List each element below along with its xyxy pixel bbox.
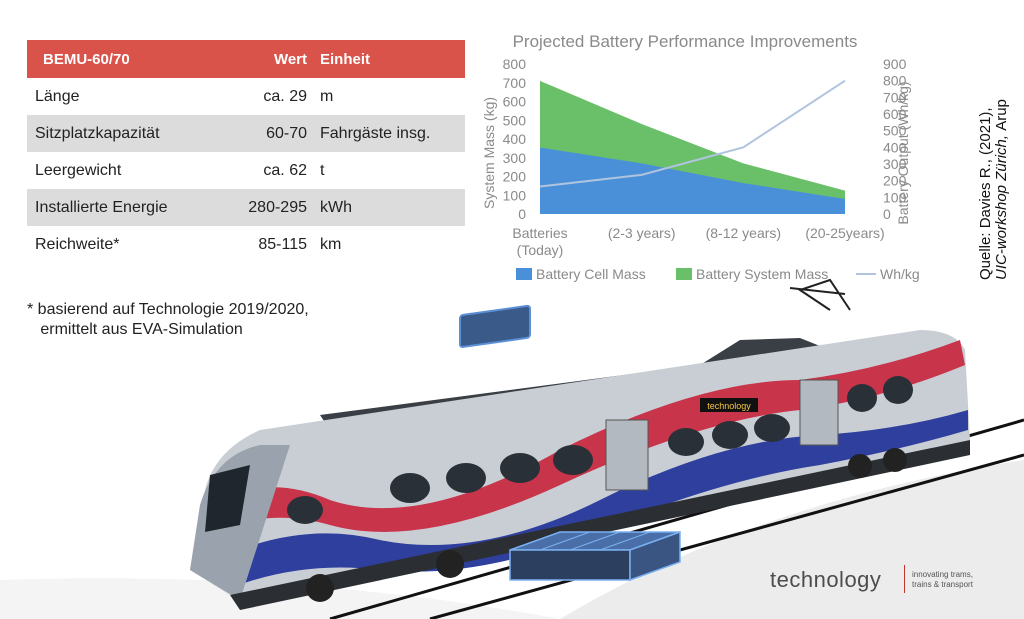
table-row: Installierte Energie 280-295 kWh bbox=[27, 189, 465, 226]
y2-tick-label: 0 bbox=[883, 206, 891, 222]
pantograph bbox=[789, 278, 851, 311]
area-series-cell-mass bbox=[540, 147, 845, 214]
row-unit: t bbox=[320, 161, 325, 179]
table-row: Länge ca. 29 m bbox=[27, 78, 465, 115]
wheel bbox=[848, 454, 872, 478]
window-group bbox=[287, 376, 913, 524]
x-tick-label: (2-3 years) bbox=[608, 225, 676, 241]
header-model: BEMU-60/70 bbox=[27, 40, 213, 78]
battery-pack-roof bbox=[459, 304, 531, 348]
source-line: Arup bbox=[993, 99, 1010, 131]
row-label: Leergewicht bbox=[35, 161, 122, 179]
y2-tick-label: 300 bbox=[883, 156, 907, 172]
row-label: Reichweite* bbox=[35, 235, 120, 253]
battery-chart: Projected Battery Performance Improvemen… bbox=[481, 32, 920, 282]
brand-name: technology bbox=[770, 567, 882, 592]
x-tick-label: (20-25years) bbox=[805, 225, 884, 241]
table-row: Reichweite* 85-115 km bbox=[27, 226, 465, 263]
line-series-wh-kg bbox=[539, 79, 846, 188]
row-label: Installierte Energie bbox=[27, 189, 213, 226]
source-line: Quelle: Davies R., (2021), bbox=[977, 107, 994, 280]
svg-text:Quelle: Davies R., (2021),: Quelle: Davies R., (2021), bbox=[977, 107, 994, 280]
brand-tagline: innovating trams, trains & transport bbox=[912, 570, 973, 590]
table-row: Leergewicht ca. 62 t bbox=[27, 152, 465, 189]
y-tick-label: 400 bbox=[503, 131, 527, 147]
train-door bbox=[605, 419, 649, 491]
y2-tick-label: 500 bbox=[883, 123, 907, 139]
train-door bbox=[799, 379, 839, 446]
svg-text:UIC-workshop Zürich, Arup: UIC-workshop Zürich, Arup bbox=[993, 99, 1010, 280]
table-row: Sitzplatzkapazität 60-70 Fahrgäste insg. bbox=[27, 115, 465, 152]
train-illustration: technology bbox=[0, 278, 1024, 619]
y2-axis-label: Battery Output (Wh/kg) bbox=[895, 81, 911, 224]
wheel bbox=[306, 574, 334, 602]
y2-tick-label: 200 bbox=[883, 173, 907, 189]
cab-window bbox=[205, 465, 250, 532]
train-logo-text: technology bbox=[707, 401, 751, 411]
tagline-line: innovating trams, bbox=[912, 570, 973, 579]
y-tick-label: 800 bbox=[503, 56, 527, 72]
wheel bbox=[883, 448, 907, 472]
red-stripe bbox=[200, 340, 965, 540]
row-value: ca. 29 bbox=[263, 87, 307, 105]
row-unit: m bbox=[320, 87, 334, 105]
ground-swoosh bbox=[560, 460, 1024, 619]
row-value: ca. 62 bbox=[263, 161, 307, 179]
legend-swatch bbox=[676, 268, 692, 280]
tagline-line: trains & transport bbox=[912, 580, 973, 589]
row-unit: Fahrgäste insg. bbox=[307, 115, 465, 152]
row-value: 60-70 bbox=[213, 115, 307, 152]
battery-modules bbox=[509, 530, 681, 582]
y-tick-label: 600 bbox=[503, 94, 527, 110]
y2-tick-label: 100 bbox=[883, 189, 907, 205]
x-tick-label: Batteries (Today) bbox=[512, 225, 567, 258]
x-tick-label: (8-12 years) bbox=[706, 225, 781, 241]
row-unit: kWh bbox=[307, 189, 465, 226]
y2-tick-label: 400 bbox=[883, 139, 907, 155]
y2-tick-label: 900 bbox=[883, 56, 907, 72]
footnote-line: ermittelt aus EVA-Simulation bbox=[27, 321, 243, 338]
wheel bbox=[436, 550, 464, 578]
y-tick-label: 200 bbox=[503, 169, 527, 185]
spec-table-header: BEMU-60/70 Wert Einheit bbox=[27, 40, 465, 78]
row-label: Sitzplatzkapazität bbox=[27, 115, 213, 152]
y-tick-label: 0 bbox=[518, 206, 526, 222]
row-unit: km bbox=[320, 235, 342, 253]
row-value: 280-295 bbox=[213, 189, 307, 226]
source-citation: Quelle: Davies R., (2021), UIC-workshop … bbox=[977, 30, 1012, 280]
chart-title: Projected Battery Performance Improvemen… bbox=[513, 32, 858, 51]
y2-tick-label: 800 bbox=[883, 73, 907, 89]
row-label: Länge bbox=[35, 87, 80, 105]
train-logo-plate bbox=[700, 398, 758, 412]
rail bbox=[429, 453, 1024, 619]
y-tick-label: 300 bbox=[503, 150, 527, 166]
brand-divider bbox=[904, 565, 905, 593]
y2-tick-label: 600 bbox=[883, 106, 907, 122]
y-tick-label: 700 bbox=[503, 75, 527, 91]
source-line: UIC-workshop Zürich, bbox=[993, 131, 1010, 280]
legend-label: Wh/kg bbox=[880, 266, 920, 282]
y-axis-label: System Mass (kg) bbox=[481, 97, 497, 209]
y-tick-label: 500 bbox=[503, 112, 527, 128]
blue-stripe bbox=[215, 410, 968, 590]
legend-label: Battery Cell Mass bbox=[536, 266, 646, 282]
y2-tick-label: 700 bbox=[883, 89, 907, 105]
spec-table: BEMU-60/70 Wert Einheit Länge ca. 29 m S… bbox=[27, 40, 465, 263]
legend-label: Battery System Mass bbox=[696, 266, 828, 282]
footnote: * basierend auf Technologie 2019/2020, e… bbox=[27, 300, 309, 340]
header-value: Wert bbox=[213, 40, 307, 78]
header-unit: Einheit bbox=[307, 40, 465, 78]
y-tick-label: 100 bbox=[503, 187, 527, 203]
legend-swatch bbox=[516, 268, 532, 280]
footnote-line: * basierend auf Technologie 2019/2020, bbox=[27, 301, 309, 318]
underframe bbox=[230, 440, 970, 610]
row-value: 85-115 bbox=[258, 235, 307, 253]
